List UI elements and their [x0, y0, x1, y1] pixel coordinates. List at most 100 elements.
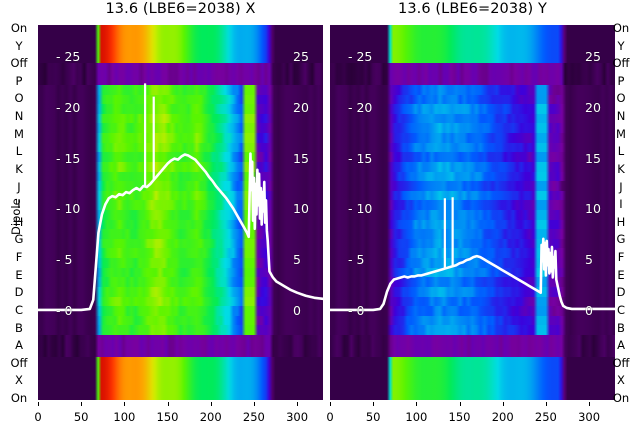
x-tick-label: 50 [73, 410, 89, 424]
x-tick-mark [459, 402, 461, 406]
x-tick-label: 250 [242, 410, 265, 424]
x-tick-label: 200 [199, 410, 222, 424]
amplitude-trace-y [330, 197, 615, 312]
spectrogram-gap-band [38, 63, 323, 85]
spectrogram-row [330, 248, 615, 259]
spectrogram-row [38, 219, 323, 230]
spectrogram-row [38, 325, 323, 336]
y-tick-label: - 15 [348, 150, 373, 166]
x-tick-label: 100 [113, 410, 136, 424]
y-tick-label: 0 [293, 303, 301, 318]
spectrogram-row [38, 190, 323, 201]
spectrogram-panel-y[interactable] [330, 25, 615, 400]
dipole-category-label: G [14, 232, 24, 247]
spectrogram-row [38, 85, 323, 96]
dipole-category-label: E [15, 267, 23, 282]
x-tick-mark [124, 402, 126, 406]
spectrogram-row [38, 248, 323, 259]
dipole-category-label: On [10, 21, 28, 35]
x-tick-mark [210, 402, 212, 406]
spectrogram-row [38, 161, 323, 173]
y-tick-label: 5 [293, 252, 301, 268]
spectrogram-row [330, 133, 615, 144]
spectrogram-panel-x[interactable] [38, 25, 323, 400]
y-tick-label: - 15 [56, 150, 81, 166]
spectrogram-row [330, 142, 615, 153]
y-tick-label: 15 [293, 150, 309, 166]
x-tick-mark [373, 402, 375, 406]
y-tick-label: - 25 [348, 49, 373, 64]
dipole-category-label: I [619, 197, 623, 212]
y-tick-label: - 10 [56, 201, 81, 217]
spectrogram-row [330, 181, 615, 192]
dipole-category-label: C [14, 302, 24, 317]
spectrogram-row [330, 296, 615, 307]
spectrogram-row [38, 296, 323, 307]
spectrogram-row [38, 123, 323, 134]
dipole-category-label: A [617, 338, 625, 353]
spectrogram-row [330, 210, 615, 221]
x-tick-label: 100 [405, 410, 428, 424]
x-tick-mark [416, 402, 418, 406]
spectrogram-row [38, 238, 323, 249]
spectrogram-row [330, 190, 615, 201]
x-tick-label: 50 [365, 410, 381, 424]
dipole-category-label: Y [617, 38, 625, 53]
spectrogram-row [38, 142, 323, 153]
x-tick-mark [589, 402, 591, 406]
dipole-category-label: A [15, 338, 23, 353]
spectrogram-strip-band [330, 25, 615, 63]
dipole-category-label: P [15, 73, 23, 88]
x-tick-label: 0 [34, 410, 42, 424]
dipole-category-label: Y [15, 38, 23, 53]
spectrogram-row [38, 277, 323, 288]
y-tick-label: 25 [585, 49, 601, 64]
spectrogram-row [38, 315, 323, 326]
dipole-category-label: B [617, 320, 625, 335]
spectrogram-gap-band [330, 63, 615, 85]
dipole-category-label: On [612, 21, 630, 35]
dipole-category-label: X [617, 373, 625, 388]
spectrogram-row [38, 286, 323, 298]
panel-title-y: 13.6 (LBE6=2038) Y [398, 1, 547, 17]
spectrogram-row [38, 210, 323, 221]
spectrogram-row [330, 267, 615, 278]
dipole-category-label: D [14, 285, 24, 300]
spectrogram-row [330, 258, 615, 269]
dipole-category-label: C [616, 302, 626, 317]
x-tick-label: 250 [534, 410, 557, 424]
y-tick-label: 15 [585, 150, 601, 166]
dipole-category-label: F [15, 250, 23, 265]
dipole-category-label: L [617, 144, 625, 159]
dipole-category-label: F [617, 250, 625, 265]
dipole-category-label: E [617, 267, 625, 282]
y-tick-label: 0 [585, 303, 593, 318]
y-tick-label: 5 [585, 252, 593, 268]
x-tick-mark [38, 402, 39, 406]
y-tick-label: - 5 [56, 252, 73, 268]
spectrogram-row [330, 152, 615, 163]
spectrogram-row [38, 306, 323, 317]
dipole-category-label: O [616, 91, 626, 106]
x-tick-label: 300 [578, 410, 601, 424]
y-tick-label: 20 [293, 99, 309, 115]
spectrogram-row [330, 94, 615, 105]
y-tick-label: 20 [585, 99, 601, 115]
spectrogram-row [330, 161, 615, 173]
spectrogram-row [330, 315, 615, 326]
dipole-category-label: Off [612, 355, 630, 370]
x-tick-mark [253, 402, 255, 406]
spectrogram-main-block [38, 85, 323, 336]
x-tick-label: 0 [326, 410, 334, 424]
spectrogram-gap-band [38, 335, 323, 357]
y-tick-label: 10 [293, 201, 309, 217]
spectrogram-row [38, 113, 323, 124]
spectrogram-row [38, 229, 323, 240]
y-tick-label: - 10 [348, 201, 373, 217]
dipole-category-label: J [17, 179, 21, 194]
dipole-category-label: Off [10, 56, 28, 71]
y-tick-label: 25 [293, 49, 309, 64]
y-tick-label: - 20 [56, 99, 81, 115]
dipole-category-label: On [612, 391, 630, 405]
